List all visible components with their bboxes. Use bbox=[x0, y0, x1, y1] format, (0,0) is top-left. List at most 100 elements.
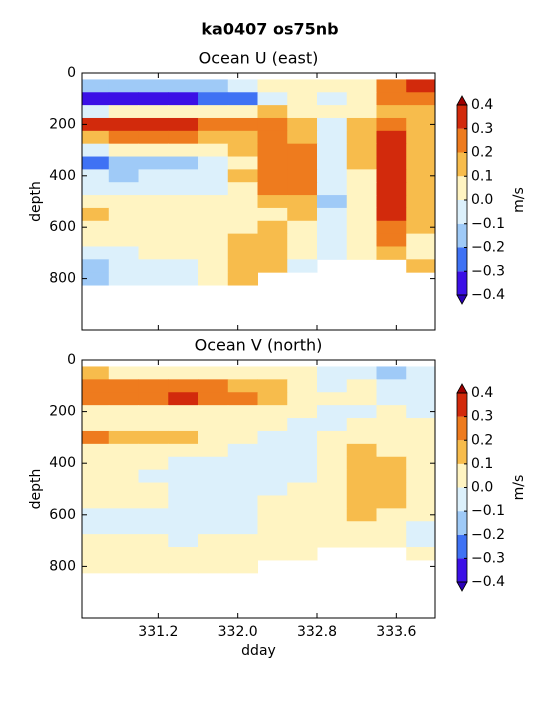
contour-cell bbox=[168, 366, 199, 380]
colorbar-tick-label: 0.1 bbox=[471, 168, 493, 184]
contour-cell bbox=[376, 405, 407, 419]
contour-cell bbox=[82, 117, 110, 132]
contour-cell bbox=[108, 259, 140, 273]
contour-cell bbox=[82, 418, 110, 432]
contour-cell bbox=[82, 105, 110, 119]
contour-cell bbox=[227, 405, 259, 419]
colorbar-band bbox=[457, 440, 467, 464]
contour-cell bbox=[406, 482, 435, 496]
contour-cell bbox=[406, 233, 435, 247]
contour-cell bbox=[138, 443, 169, 458]
contour-cell bbox=[287, 456, 318, 471]
contour-cell bbox=[198, 207, 229, 222]
contour-cell bbox=[287, 508, 318, 522]
contour-cell bbox=[198, 182, 229, 196]
contour-cell bbox=[168, 207, 199, 222]
contour-cell bbox=[376, 220, 407, 235]
colorbar-extend-over bbox=[456, 383, 468, 394]
colorbar-extend-under bbox=[456, 294, 468, 305]
contour-cell bbox=[227, 456, 259, 471]
contour-cell bbox=[257, 443, 288, 458]
contour-cell bbox=[138, 469, 169, 484]
y-tick-label: 0 bbox=[67, 352, 76, 368]
contour-cell bbox=[198, 130, 229, 145]
contour-cell bbox=[287, 379, 318, 393]
x-tick-label: 331.2 bbox=[138, 624, 178, 640]
colorbar-tick-label: 0.4 bbox=[471, 385, 493, 401]
contour-cell bbox=[257, 259, 288, 273]
colorbar-tick-label: 0.2 bbox=[471, 145, 493, 161]
figure-title: ka0407 os75nb bbox=[201, 20, 338, 39]
field bbox=[82, 79, 435, 286]
contour-cell bbox=[346, 495, 377, 509]
colorbar-tick-label: −0.2 bbox=[471, 240, 505, 256]
contour-cell bbox=[138, 182, 169, 196]
contour-cell bbox=[108, 92, 140, 106]
contour-cell bbox=[108, 195, 140, 209]
contour-cell bbox=[82, 156, 110, 170]
contour-cell bbox=[287, 392, 318, 406]
contour-cell bbox=[317, 456, 348, 471]
contour-cell bbox=[138, 366, 169, 380]
colorbar-band bbox=[457, 511, 467, 535]
contour-cell bbox=[406, 220, 435, 235]
contour-cell bbox=[198, 366, 229, 380]
contour-cell bbox=[198, 246, 229, 260]
contour-cell bbox=[138, 379, 169, 393]
contour-cell bbox=[406, 156, 435, 170]
contour-cell bbox=[168, 456, 199, 471]
contour-cell bbox=[138, 220, 169, 235]
contour-cell bbox=[168, 272, 199, 286]
contour-cell bbox=[82, 272, 110, 286]
contour-cell bbox=[376, 366, 407, 380]
contour-cell bbox=[376, 430, 407, 445]
colorbar-label: m/s bbox=[511, 475, 527, 501]
contour-cell bbox=[406, 182, 435, 196]
contour-cell bbox=[227, 272, 259, 286]
contour-cell bbox=[168, 105, 199, 119]
contour-cell bbox=[376, 456, 407, 471]
contour-cell bbox=[406, 418, 435, 432]
contour-cell bbox=[82, 259, 110, 273]
colorbar-extend-over bbox=[456, 95, 468, 106]
contour-cell bbox=[108, 379, 140, 393]
contour-cell bbox=[376, 143, 407, 158]
contour-cell bbox=[108, 130, 140, 145]
contour-cell bbox=[227, 495, 259, 509]
contour-cell bbox=[138, 482, 169, 496]
contour-cell bbox=[198, 547, 229, 561]
contour-cell bbox=[287, 220, 318, 235]
contour-cell bbox=[317, 233, 348, 247]
colorbar-band bbox=[457, 487, 467, 512]
contour-cell bbox=[406, 379, 435, 393]
contour-cell bbox=[257, 117, 288, 132]
contour-cell bbox=[138, 521, 169, 535]
contour-cell bbox=[198, 495, 229, 509]
contour-cell bbox=[346, 521, 377, 535]
contour-cell bbox=[138, 169, 169, 183]
contour-cell bbox=[287, 156, 318, 170]
contour-cell bbox=[108, 366, 140, 380]
contour-cell bbox=[82, 169, 110, 183]
contour-cell bbox=[227, 182, 259, 196]
contour-cell bbox=[406, 105, 435, 119]
y-tick-label: 800 bbox=[49, 271, 76, 287]
contour-cell bbox=[287, 143, 318, 158]
contour-cell bbox=[108, 79, 140, 93]
contour-cell bbox=[227, 443, 259, 458]
colorbar-extend-under bbox=[456, 581, 468, 592]
contour-cell bbox=[108, 272, 140, 286]
contour-cell bbox=[257, 534, 288, 548]
contour-cell bbox=[138, 405, 169, 419]
contour-cell bbox=[138, 559, 169, 574]
colorbar-band bbox=[457, 534, 467, 559]
colorbar-tick-label: 0.0 bbox=[471, 480, 493, 496]
contour-cell bbox=[406, 195, 435, 209]
contour-cell bbox=[108, 143, 140, 158]
contour-cell bbox=[406, 534, 435, 548]
y-tick-label: 400 bbox=[49, 455, 76, 471]
contour-cell bbox=[287, 79, 318, 93]
contour-cell bbox=[346, 246, 377, 260]
contour-cell bbox=[346, 456, 377, 471]
contour-cell bbox=[287, 195, 318, 209]
